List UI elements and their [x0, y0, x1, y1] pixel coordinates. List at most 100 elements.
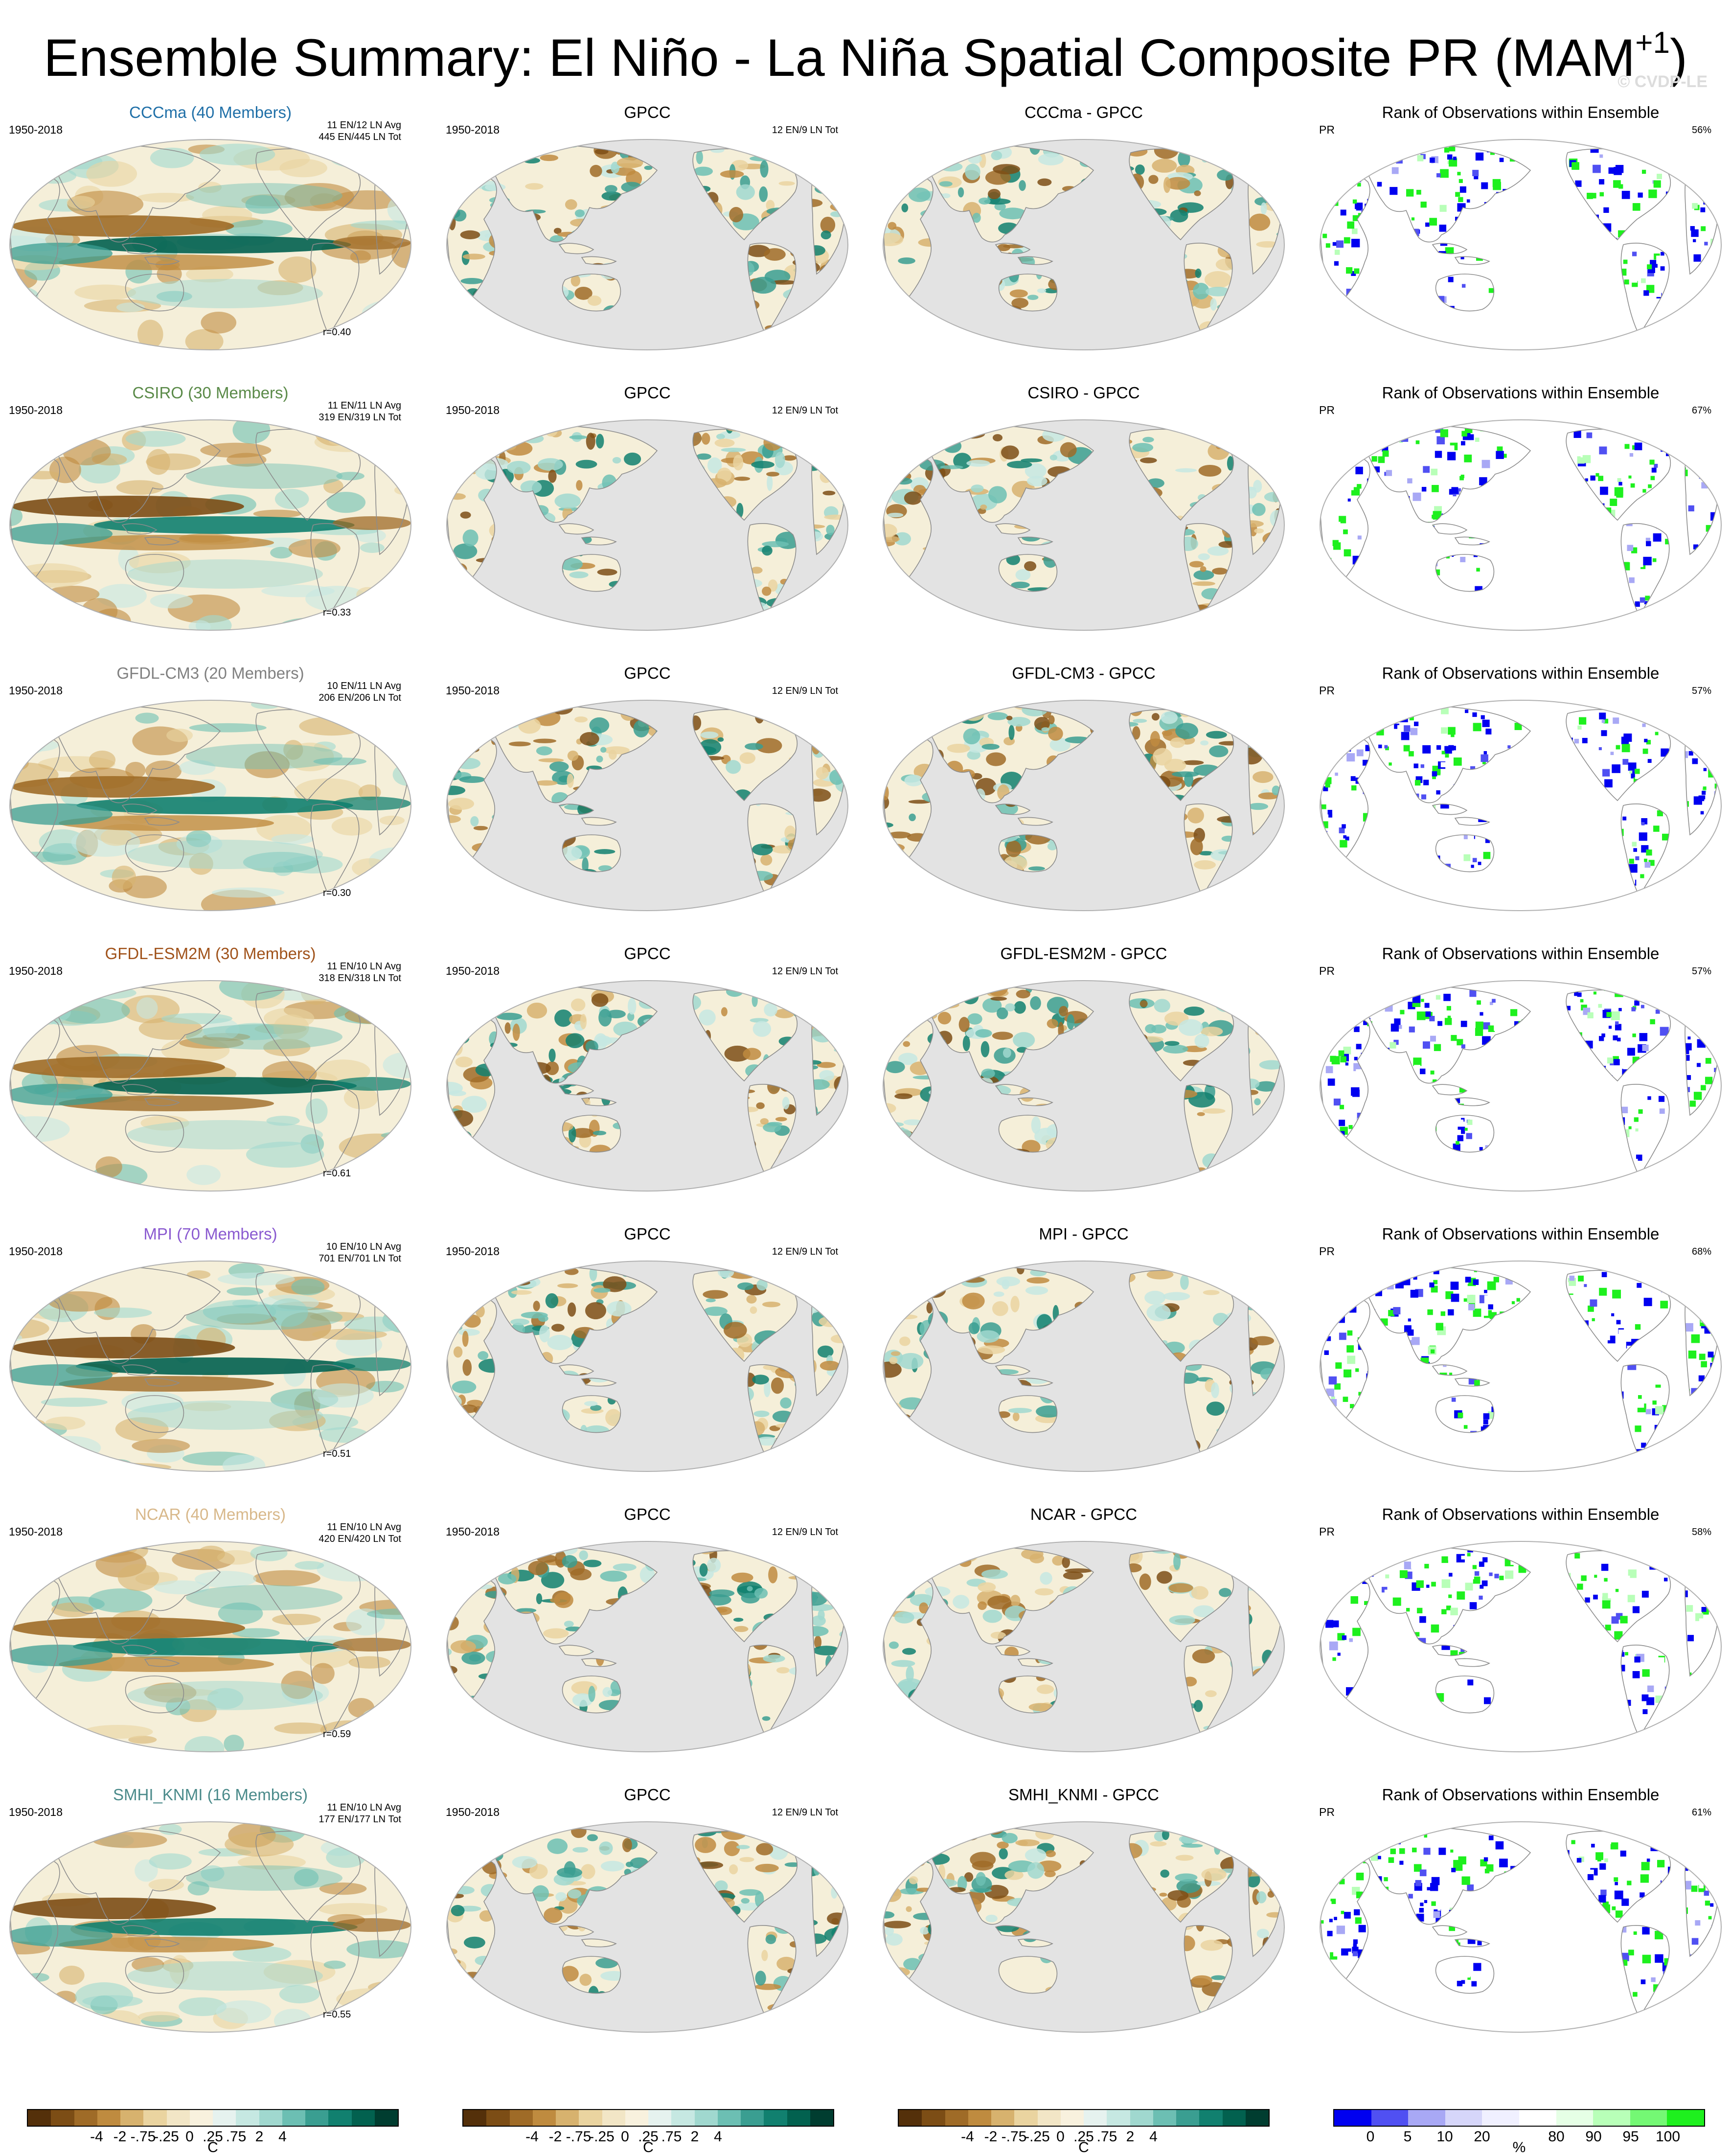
- period-label: 1950-2018: [446, 123, 500, 137]
- diff-panel-title: GFDL-ESM2M - GPCC: [873, 944, 1294, 963]
- period-label: 1950-2018: [446, 404, 500, 417]
- diff-panel-title: NCAR - GPCC: [873, 1505, 1294, 1524]
- pattern-correlation-label: r=0.51: [323, 1448, 351, 1460]
- colorbar-swatch: [556, 2110, 579, 2126]
- pattern-correlation-label: r=0.61: [323, 1168, 351, 1179]
- event-count-line: 206 EN/206 LN Tot: [319, 692, 401, 704]
- rank-map: [1310, 659, 1731, 923]
- event-count-line: 10 EN/11 LN Avg: [319, 680, 401, 692]
- title-superscript: +1: [1635, 26, 1670, 60]
- colorbar-unit: %: [1333, 2127, 1705, 2156]
- rank-panel-title: Rank of Observations within Ensemble: [1310, 383, 1731, 403]
- colorbar-swatch: [787, 2110, 810, 2126]
- panel-diff-row-3: GFDL-CM3 - GPCC: [873, 659, 1294, 923]
- colorbar-swatch: [1176, 2110, 1199, 2126]
- page-title: Ensemble Summary: El Niño - La Niña Spat…: [0, 14, 1731, 92]
- event-count-label: 12 EN/9 LN Tot: [772, 685, 838, 697]
- event-count-line: 12 EN/9 LN Tot: [772, 1526, 838, 1538]
- rank-percent-label: 68%: [1692, 1246, 1711, 1258]
- colorbar-swatch: [1038, 2110, 1061, 2126]
- rank-panel-title: Rank of Observations within Ensemble: [1310, 664, 1731, 683]
- rank-map: [1310, 1780, 1731, 2044]
- colorbar-swatch: [1482, 2110, 1519, 2126]
- colorbar-swatch: [486, 2110, 509, 2126]
- period-label: 1950-2018: [446, 684, 500, 697]
- pattern-correlation-label: r=0.59: [323, 1729, 351, 1740]
- obs-map: [437, 1219, 858, 1484]
- colorbar-swatch: [167, 2110, 190, 2126]
- colorbar-swatches: [462, 2109, 834, 2127]
- colorbar-swatch: [718, 2110, 741, 2126]
- period-label: 1950-2018: [446, 1806, 500, 1819]
- colorbar-swatch: [1130, 2110, 1153, 2126]
- colorbar-swatch: [51, 2110, 74, 2126]
- event-count-line: 11 EN/10 LN Avg: [319, 1521, 401, 1533]
- event-count-line: 12 EN/9 LN Tot: [772, 1807, 838, 1818]
- diff-map: [873, 939, 1294, 1203]
- colorbar-swatch: [579, 2110, 602, 2126]
- event-count-label: 12 EN/9 LN Tot: [772, 1807, 838, 1818]
- diff-panel-title: MPI - GPCC: [873, 1224, 1294, 1244]
- colorbar-swatch: [1408, 2110, 1445, 2126]
- colorbar-swatches: [898, 2109, 1270, 2127]
- event-count-line: 11 EN/10 LN Avg: [319, 1802, 401, 1813]
- variable-label: PR: [1319, 123, 1335, 137]
- period-label: 1950-2018: [446, 964, 500, 978]
- event-count-line: 11 EN/10 LN Avg: [319, 961, 401, 972]
- colorbar-swatch: [648, 2110, 671, 2126]
- colorbar-swatch: [213, 2110, 236, 2126]
- obs-map: [437, 98, 858, 362]
- variable-label: PR: [1319, 964, 1335, 978]
- event-count-line: 445 EN/445 LN Tot: [319, 131, 401, 143]
- colorbar-swatch: [1246, 2110, 1269, 2126]
- rank-percent-label: 58%: [1692, 1526, 1711, 1538]
- colorbar-swatch: [533, 2110, 556, 2126]
- colorbar-swatch: [1084, 2110, 1107, 2126]
- diff-map: [873, 1219, 1294, 1484]
- colorbar-unit: C: [27, 2127, 399, 2156]
- period-label: 1950-2018: [446, 1525, 500, 1538]
- obs-panel-title: GPCC: [437, 944, 858, 963]
- pattern-correlation-label: r=0.33: [323, 607, 351, 619]
- colorbar-unit: C: [462, 2127, 834, 2156]
- diff-map: [873, 659, 1294, 923]
- rank-percent-label: 67%: [1692, 405, 1711, 416]
- colorbar-swatch: [922, 2110, 945, 2126]
- panel-diff-row-4: GFDL-ESM2M - GPCC: [873, 939, 1294, 1203]
- event-count-line: 11 EN/11 LN Avg: [319, 400, 401, 412]
- period-label: 1950-2018: [9, 684, 63, 697]
- rank-panel-title: Rank of Observations within Ensemble: [1310, 1224, 1731, 1244]
- diff-map: [873, 98, 1294, 362]
- rank-percent-label: 56%: [1692, 124, 1711, 136]
- diff-map: [873, 1500, 1294, 1764]
- variable-label: PR: [1319, 404, 1335, 417]
- event-count-label: 12 EN/9 LN Tot: [772, 124, 838, 136]
- obs-panel-title: GPCC: [437, 1505, 858, 1524]
- colorbar-swatch: [764, 2110, 787, 2126]
- obs-panel-title: GPCC: [437, 1224, 858, 1244]
- rank-map: [1310, 1500, 1731, 1764]
- rank-percent-label: 57%: [1692, 965, 1711, 977]
- diff-panel-title: CSIRO - GPCC: [873, 383, 1294, 403]
- colorbar-swatch: [1371, 2110, 1409, 2126]
- colorbar-swatch: [945, 2110, 968, 2126]
- colorbar-swatch: [328, 2110, 351, 2126]
- period-label: 1950-2018: [9, 1245, 63, 1258]
- colorbar-swatch: [899, 2110, 922, 2126]
